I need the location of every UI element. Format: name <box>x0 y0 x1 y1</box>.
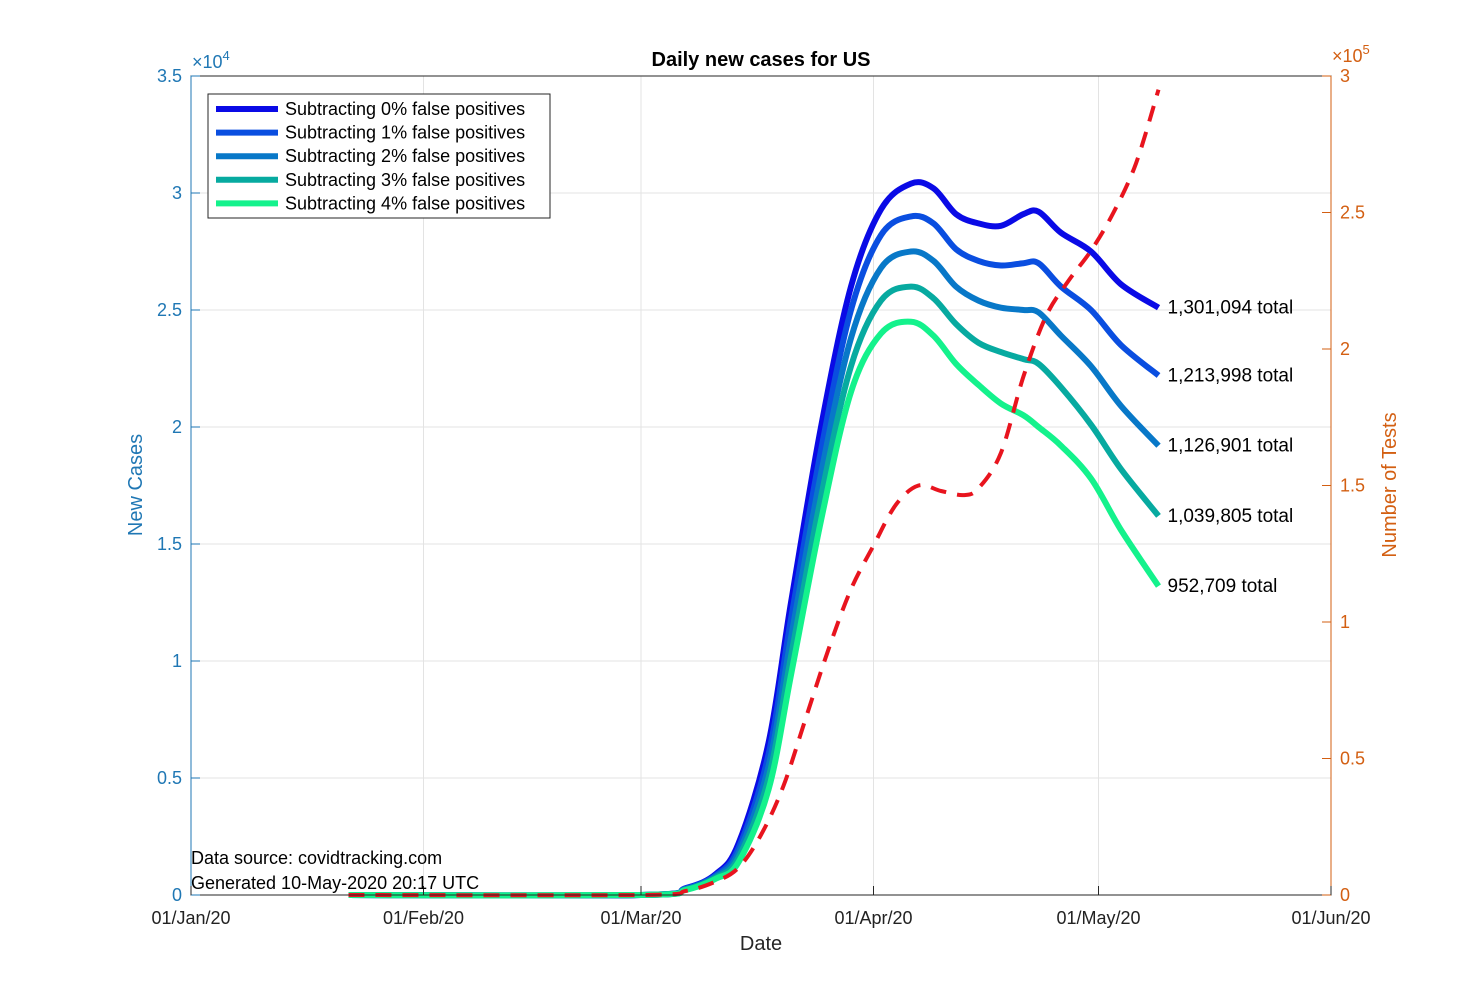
right-axis-exponent: ×105 <box>1332 42 1370 66</box>
generated-annotation: Generated 10-May-2020 20:17 UTC <box>191 873 479 893</box>
left-axis-exponent: ×104 <box>192 48 230 72</box>
legend-label-4: Subtracting 4% false positives <box>285 193 525 213</box>
right-tick-label-1: 0.5 <box>1340 749 1365 769</box>
left-tick-label-3: 1.5 <box>157 534 182 554</box>
left-tick-label-1: 0.5 <box>157 768 182 788</box>
left-tick-label-2: 1 <box>172 651 182 671</box>
data-source-annotation: Data source: covidtracking.com <box>191 848 442 868</box>
left-tick-label-6: 3 <box>172 183 182 203</box>
legend-label-2: Subtracting 2% false positives <box>285 146 525 166</box>
right-tick-label-6: 3 <box>1340 66 1350 86</box>
right-exponent: 5 <box>1363 42 1370 57</box>
right-multiplier: ×10 <box>1332 46 1363 66</box>
x-tick-label-4: 01/May/20 <box>1056 908 1140 928</box>
series-end-label-0: 1,301,094 total <box>1168 298 1294 319</box>
x-axis-ticks: 01/Jan/20 01/Feb/20 01/Mar/20 01/Apr/20 01/M… <box>151 886 1371 928</box>
right-tick-label-3: 1.5 <box>1340 476 1365 496</box>
x-tick-label-2: 01/Mar/20 <box>600 908 681 928</box>
right-axis-ticks: 0 0.5 1 1.5 2 2.5 3 <box>1322 66 1365 905</box>
chart-title: Daily new cases for US <box>652 49 871 71</box>
left-multiplier: ×10 <box>192 52 223 72</box>
series-end-label-4: 952,709 total <box>1168 576 1278 597</box>
left-tick-label-4: 2 <box>172 417 182 437</box>
left-tick-label-0: 0 <box>172 885 182 905</box>
left-exponent: 4 <box>223 48 230 63</box>
right-tick-label-2: 1 <box>1340 612 1350 632</box>
right-tick-label-0: 0 <box>1340 885 1350 905</box>
x-tick-label-1: 01/Feb/20 <box>383 908 464 928</box>
series-layer <box>348 89 1161 899</box>
x-tick-label-0: 01/Jan/20 <box>151 908 230 928</box>
left-axis-ticks: 0 0.5 1 1.5 2 2.5 3 3.5 <box>157 66 200 905</box>
legend-label-0: Subtracting 0% false positives <box>285 99 525 119</box>
left-tick-label-5: 2.5 <box>157 300 182 320</box>
series-end-label-1: 1,213,998 total <box>1168 366 1294 387</box>
series-line-0 <box>348 179 1161 899</box>
left-axis-label: New Cases <box>125 434 147 536</box>
right-tick-label-4: 2 <box>1340 339 1350 359</box>
legend-label-1: Subtracting 1% false positives <box>285 123 525 143</box>
right-axis-label: Number of Tests <box>1379 412 1401 557</box>
legend: Subtracting 0% false positives Subtractin… <box>207 93 551 219</box>
end-labels: 1,301,094 total 1,213,998 total 1,126,901 … <box>1168 298 1294 597</box>
left-tick-label-7: 3.5 <box>157 66 182 86</box>
series-end-label-2: 1,126,901 total <box>1168 436 1294 457</box>
x-axis-label: Date <box>740 933 782 955</box>
series-end-label-3: 1,039,805 total <box>1168 506 1294 527</box>
x-tick-label-3: 01/Apr/20 <box>834 908 912 928</box>
x-tick-label-5: 01/Jun/20 <box>1291 908 1370 928</box>
legend-label-3: Subtracting 3% false positives <box>285 170 525 190</box>
right-tick-label-5: 2.5 <box>1340 203 1365 223</box>
tests-line <box>348 89 1161 898</box>
legend-items: Subtracting 0% false positives Subtractin… <box>216 99 525 213</box>
